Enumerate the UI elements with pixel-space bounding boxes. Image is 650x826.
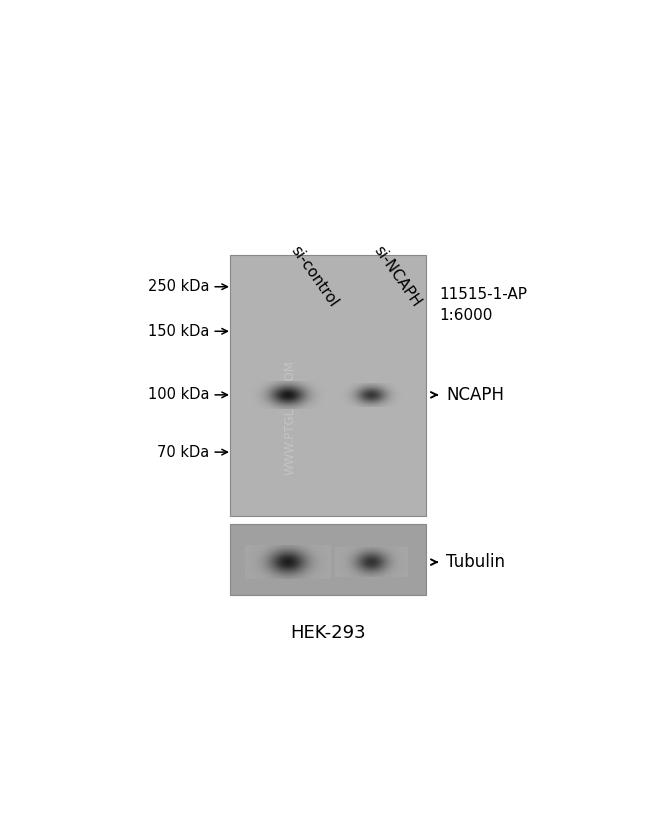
Bar	[230, 255, 426, 515]
Text: Tubulin: Tubulin	[447, 553, 506, 571]
Text: HEK-293: HEK-293	[291, 624, 366, 643]
Text: si-control: si-control	[288, 243, 341, 310]
Text: 70 kDa: 70 kDa	[157, 444, 210, 459]
Text: 11515-1-AP
1:6000: 11515-1-AP 1:6000	[439, 287, 527, 323]
Text: 250 kDa: 250 kDa	[148, 279, 210, 294]
Text: 100 kDa: 100 kDa	[148, 387, 210, 402]
Bar	[230, 524, 426, 596]
Text: si-NCAPH: si-NCAPH	[371, 243, 424, 310]
Text: 150 kDa: 150 kDa	[148, 324, 210, 339]
Text: NCAPH: NCAPH	[447, 386, 504, 404]
Text: WWW.PTGLAB.COM: WWW.PTGLAB.COM	[284, 359, 297, 475]
